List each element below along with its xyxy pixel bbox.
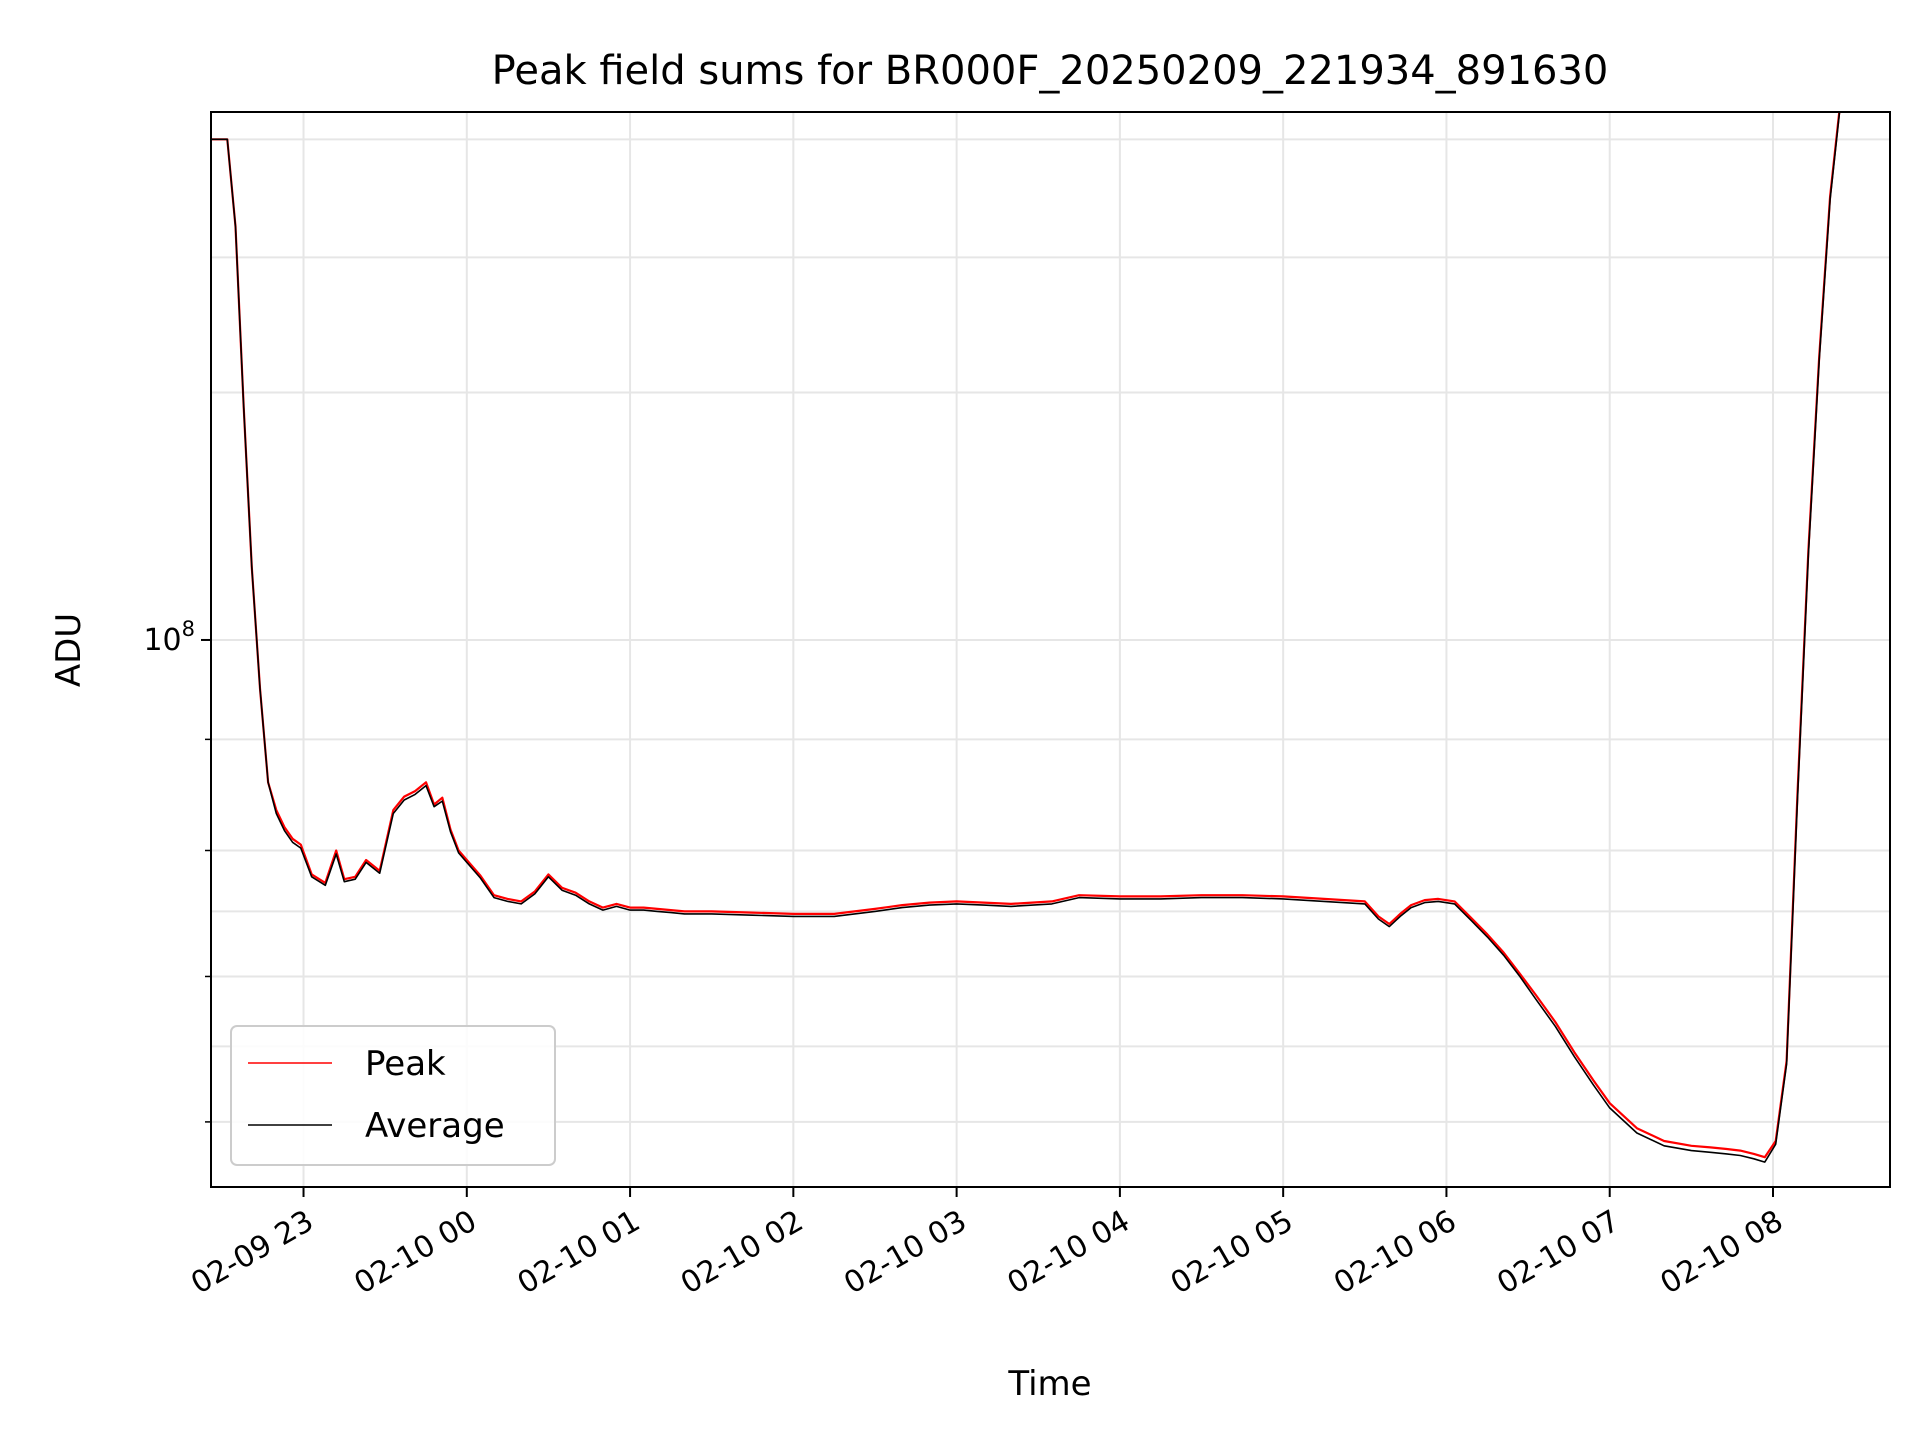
x-tick-label: 02-10 07 xyxy=(1491,1204,1625,1302)
series-line-peak xyxy=(211,112,1841,1159)
legend-label-peak: Peak xyxy=(365,1044,446,1084)
plot-frame xyxy=(210,111,1891,1188)
x-tick-label: 02-10 04 xyxy=(1002,1204,1136,1302)
x-axis-ticks: 02-09 23 02-10 00 02-10 01 02-10 02 02-10 03… xyxy=(185,1187,1789,1301)
x-tick-label: 02-10 00 xyxy=(348,1204,482,1302)
x-tick-label: 02-10 05 xyxy=(1165,1204,1299,1302)
series-line-average xyxy=(211,112,1841,1163)
x-tick-label: 02-10 02 xyxy=(675,1204,809,1302)
x-tick-label: 02-09 23 xyxy=(185,1204,319,1302)
x-tick-label: 02-10 08 xyxy=(1655,1204,1789,1302)
legend-box xyxy=(230,1025,556,1166)
x-tick-label: 02-10 01 xyxy=(512,1204,646,1302)
x-axis-title: Time xyxy=(1007,1364,1091,1404)
y-axis-ticks: 108 xyxy=(143,617,211,1123)
x-tick-label: 02-10 03 xyxy=(838,1204,972,1302)
x-tick-label: 02-10 06 xyxy=(1328,1204,1462,1302)
chart-title: Peak field sums for BR000F_20250209_2219… xyxy=(492,48,1609,94)
legend: Peak Average xyxy=(230,1025,556,1166)
legend-label-average: Average xyxy=(365,1106,505,1146)
series-lines xyxy=(211,112,1841,1163)
y-axis-title: ADU xyxy=(49,613,89,687)
y-tick-label: 108 xyxy=(143,617,195,658)
